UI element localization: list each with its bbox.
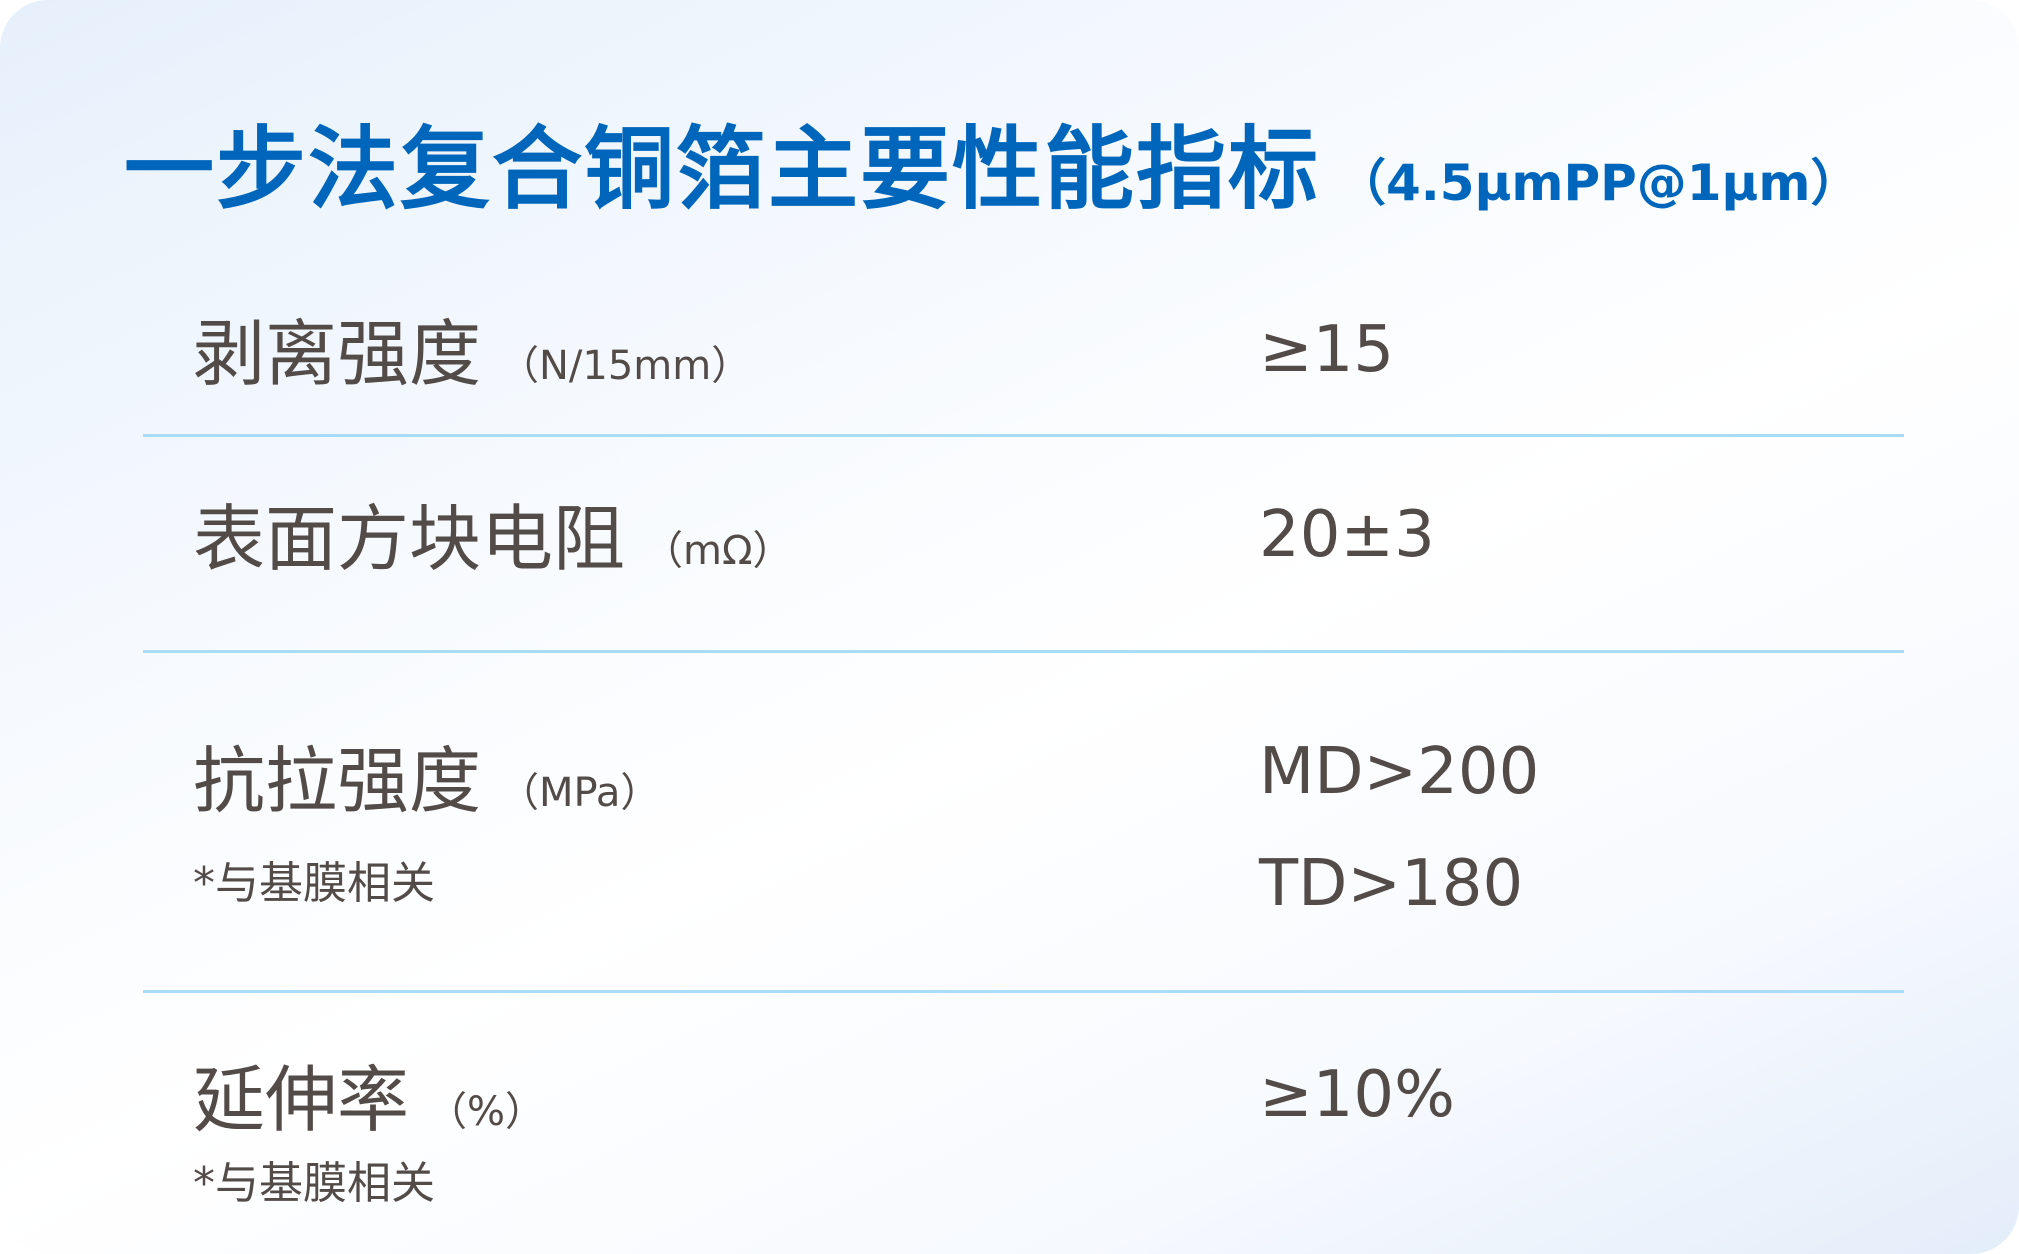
- row-name: 抗拉强度: [193, 739, 482, 823]
- row-name: 表面方块电阻: [193, 497, 626, 581]
- row-label-peel-strength: 剥离强度 （N/15mm）: [193, 318, 751, 390]
- title-sub: （4.5μmPP@1μm）: [1336, 154, 1861, 212]
- row-name: 剥离强度: [193, 312, 482, 396]
- row-unit: （MPa）: [499, 770, 661, 816]
- row-unit: （%）: [427, 1089, 546, 1135]
- row-value: ≥10%: [1259, 1058, 1455, 1132]
- row-label-elongation: 延伸率 （%）: [193, 1064, 545, 1136]
- row-value-md: MD>200: [1259, 735, 1540, 809]
- row-unit: （mΩ）: [643, 528, 793, 574]
- row-label-tensile-strength: 抗拉强度 （MPa）: [193, 745, 660, 817]
- divider: [143, 434, 1904, 437]
- row-unit: （N/15mm）: [499, 343, 752, 389]
- row-name: 延伸率: [193, 1058, 410, 1142]
- row-note: *与基膜相关: [193, 858, 435, 909]
- row-note: *与基膜相关: [193, 1158, 435, 1209]
- page-title: 一步法复合铜箔主要性能指标 （4.5μmPP@1μm）: [124, 96, 1860, 226]
- row-value-td: TD>180: [1259, 847, 1524, 921]
- divider: [143, 990, 1904, 993]
- row-value: ≥15: [1259, 313, 1395, 387]
- row-value: 20±3: [1259, 498, 1435, 572]
- row-label-sheet-resistance: 表面方块电阻 （mΩ）: [193, 503, 793, 575]
- title-main: 一步法复合铜箔主要性能指标: [124, 117, 1320, 222]
- divider: [143, 650, 1904, 653]
